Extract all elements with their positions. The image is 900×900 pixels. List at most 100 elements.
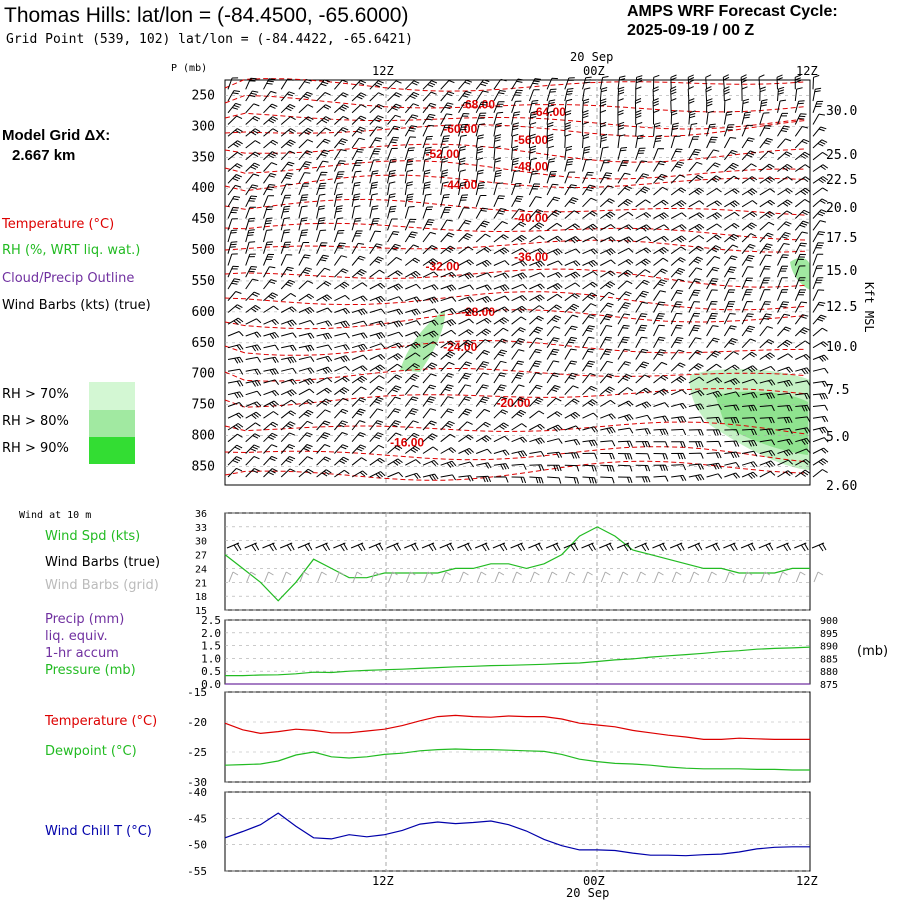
precip-tick-label: 2.0 — [201, 627, 221, 640]
temperature-contour — [224, 388, 806, 408]
wind-barb — [422, 113, 436, 125]
wind-barb — [333, 182, 344, 196]
wind-barb — [794, 220, 809, 231]
wind-barb — [564, 98, 573, 113]
precip-tick-label: 0.5 — [201, 665, 221, 678]
wind-barb — [405, 283, 421, 290]
wind-barb — [227, 218, 238, 231]
wind-barb — [671, 441, 686, 448]
wind-barb — [422, 433, 438, 443]
wind-barb — [422, 284, 439, 291]
precip-tick-label: 1.0 — [201, 652, 221, 665]
wind-barb — [227, 412, 244, 419]
wind-barb — [440, 245, 456, 255]
wind-barb — [794, 74, 801, 90]
wind-barb — [528, 89, 540, 102]
wind-barb — [298, 161, 312, 172]
wind-barb — [263, 206, 274, 219]
wind-barb — [741, 163, 757, 172]
wind-barb — [511, 272, 528, 280]
wind-barb — [493, 422, 509, 431]
wind-barb — [653, 428, 669, 436]
wind-barb — [670, 135, 681, 149]
wind-barb — [298, 183, 310, 196]
wind-barb — [511, 89, 523, 102]
wind-barb — [493, 145, 501, 160]
wind-barb — [741, 233, 757, 243]
wind-barb — [777, 392, 793, 399]
wind-barb — [722, 74, 730, 90]
wind-barb — [687, 86, 694, 102]
wind-barb — [511, 372, 525, 384]
wind-barb — [759, 210, 775, 219]
wind-barb — [724, 472, 740, 479]
wind-barb — [670, 349, 685, 360]
pressure-tick-label-right: 890 — [820, 642, 838, 653]
wind-barb — [706, 136, 718, 149]
wind-barb — [334, 127, 349, 137]
wind-barb-grid — [317, 571, 327, 583]
wind-barb — [812, 458, 829, 466]
wind-barb — [263, 368, 279, 376]
wind-barb — [316, 104, 332, 114]
wind-barb — [440, 80, 455, 90]
wind-barb — [387, 308, 404, 315]
top-time-00z: 00Z — [583, 64, 605, 78]
wind-barb — [245, 291, 260, 302]
wind-barb — [670, 301, 683, 313]
wind-barb — [440, 194, 450, 207]
top-time-12z-b: 12Z — [796, 64, 818, 78]
wind-barb — [458, 296, 474, 303]
wind-barb — [635, 269, 651, 278]
wind-barb — [263, 379, 280, 385]
wind-barb — [600, 211, 616, 219]
wind-barb — [387, 385, 402, 396]
wind-barb — [582, 271, 598, 278]
wind-barb — [333, 149, 347, 161]
wind-barb-grid — [653, 571, 664, 583]
wind-barb — [351, 282, 368, 290]
wind-barb — [263, 468, 278, 478]
wind-barb — [546, 99, 556, 113]
wind-barb — [316, 444, 331, 454]
wind-barb — [280, 116, 296, 125]
wind-barb — [724, 244, 739, 255]
wind-barb — [440, 169, 449, 184]
wind-barb — [670, 389, 687, 396]
wind-barb — [706, 390, 723, 398]
wind-barb — [688, 403, 705, 411]
wind-barb — [546, 360, 560, 372]
wind-barb — [741, 111, 751, 125]
wind-barb — [458, 146, 467, 160]
wind-barb — [280, 266, 294, 278]
wind-barb — [369, 332, 386, 340]
wind-barb — [812, 231, 825, 243]
wind-barb — [564, 197, 579, 208]
wind-barb — [564, 425, 581, 431]
wind-barb — [369, 353, 386, 361]
wind-barb — [653, 441, 669, 448]
wind-barb — [351, 230, 363, 243]
wind-barb — [476, 272, 492, 278]
wind-barb — [564, 348, 577, 360]
wind-barb — [475, 134, 484, 149]
temperature-contour-label: -40.00 — [514, 211, 548, 225]
wind-chill-frame — [224, 791, 811, 872]
wind-barb — [369, 181, 378, 196]
wind-barb — [812, 380, 829, 388]
wind-barb — [405, 308, 421, 316]
wind-barb-true — [439, 542, 455, 552]
wind-barb — [812, 327, 828, 337]
wind-barb — [458, 421, 473, 431]
wind-barb — [316, 387, 332, 396]
wind-barb-true — [315, 542, 331, 552]
wind-barb — [635, 212, 652, 219]
wind-barb — [404, 257, 421, 266]
wind-barb — [635, 75, 643, 90]
wind-barb — [369, 230, 381, 243]
wind-barb — [440, 146, 449, 160]
wind-barb — [723, 289, 736, 301]
wind-barb — [476, 284, 492, 291]
wind-speed-tick-label: 33 — [195, 523, 207, 534]
wind-barb — [776, 74, 783, 90]
